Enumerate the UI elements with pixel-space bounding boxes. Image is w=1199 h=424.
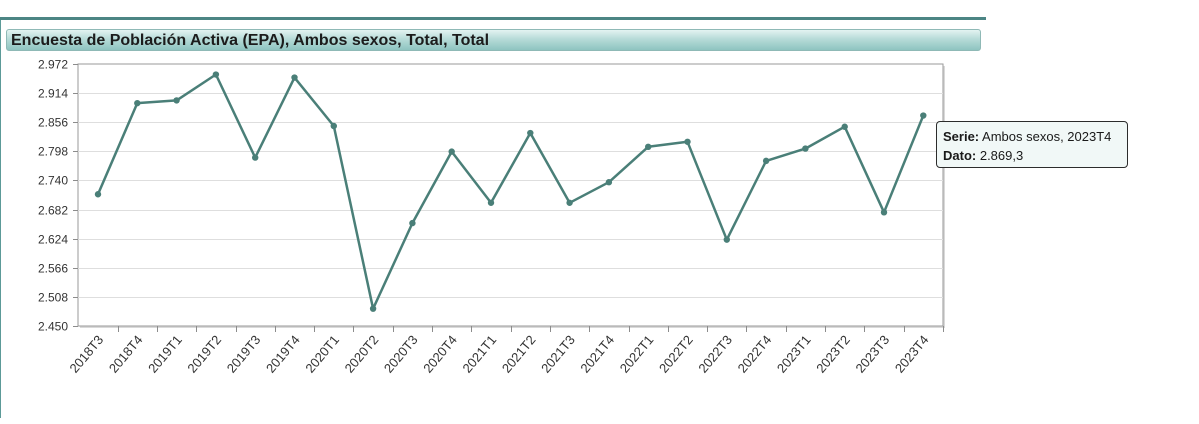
y-tick-label: 2.624 bbox=[38, 233, 68, 247]
x-tick-label: 2020T2 bbox=[342, 332, 382, 375]
x-tick-label: 2020T1 bbox=[302, 332, 342, 375]
x-tick-label: 2018T4 bbox=[106, 332, 146, 375]
chart-title-bar: Encuesta de Población Activa (EPA), Ambo… bbox=[6, 29, 981, 51]
x-tick-label: 2022T4 bbox=[735, 332, 775, 375]
series-line bbox=[96, 73, 925, 310]
left-border bbox=[0, 20, 1, 418]
data-point bbox=[527, 129, 534, 137]
x-tick-label: 2022T2 bbox=[656, 332, 696, 375]
data-point bbox=[252, 154, 259, 161]
y-tick-label: 2.914 bbox=[38, 87, 68, 101]
data-point bbox=[723, 236, 730, 243]
tooltip-serie-value: Ambos sexos, 2023T4 bbox=[982, 129, 1112, 144]
data-tooltip: Serie: Ambos sexos, 2023T4 Dato: 2.869,3 bbox=[936, 121, 1128, 168]
x-tick-label: 2023T3 bbox=[852, 332, 892, 375]
y-tick-label: 2.682 bbox=[38, 204, 68, 218]
data-point bbox=[684, 138, 691, 145]
x-tick-label: 2019T2 bbox=[184, 332, 224, 375]
data-point bbox=[291, 74, 298, 81]
data-point bbox=[566, 199, 573, 206]
data-point bbox=[920, 112, 927, 119]
data-point bbox=[645, 143, 652, 151]
data-point bbox=[94, 191, 102, 198]
data-point bbox=[173, 97, 180, 104]
x-tick-label: 2023T4 bbox=[892, 332, 932, 375]
data-point bbox=[212, 71, 220, 78]
x-tick-label: 2021T3 bbox=[538, 332, 578, 375]
top-divider bbox=[0, 17, 986, 20]
x-tick-label: 2022T1 bbox=[617, 332, 657, 375]
y-tick-label: 2.798 bbox=[38, 145, 68, 159]
tooltip-dato-value: 2.869,3 bbox=[979, 148, 1024, 163]
x-tick-label: 2022T3 bbox=[695, 332, 735, 375]
data-point bbox=[802, 145, 809, 152]
tooltip-dato-row: Dato: 2.869,3 bbox=[943, 146, 1121, 165]
x-tick-label: 2023T1 bbox=[774, 332, 814, 375]
y-tick-label: 2.740 bbox=[38, 174, 68, 188]
data-point bbox=[605, 179, 613, 186]
tooltip-dato-label: Dato: bbox=[943, 148, 977, 163]
y-tick-label: 2.508 bbox=[38, 291, 68, 305]
x-tick-label: 2021T1 bbox=[459, 332, 499, 375]
tooltip-serie-row: Serie: Ambos sexos, 2023T4 bbox=[943, 127, 1121, 146]
x-tick-label: 2023T2 bbox=[813, 332, 853, 375]
data-point bbox=[762, 157, 770, 165]
y-tick-label: 2.972 bbox=[38, 58, 68, 72]
chart-title: Encuesta de Población Activa (EPA), Ambo… bbox=[11, 32, 490, 49]
y-tick-label: 2.450 bbox=[38, 320, 68, 334]
tooltip-serie-label: Serie: bbox=[943, 129, 980, 144]
data-point bbox=[487, 199, 495, 206]
x-tick-label: 2020T4 bbox=[420, 332, 460, 375]
data-point bbox=[369, 305, 377, 312]
plot-area bbox=[77, 63, 944, 327]
x-tick-label: 2021T4 bbox=[577, 332, 617, 375]
data-point bbox=[409, 219, 416, 227]
data-point bbox=[330, 122, 337, 130]
data-point bbox=[880, 209, 888, 216]
x-tick-label: 2018T3 bbox=[66, 332, 106, 375]
x-tick-label: 2020T3 bbox=[381, 332, 421, 375]
x-tick-label: 2019T1 bbox=[145, 332, 185, 375]
x-tick-label: 2019T4 bbox=[263, 332, 303, 375]
x-tick-label: 2019T3 bbox=[224, 332, 264, 375]
y-tick-label: 2.566 bbox=[38, 262, 68, 276]
data-point bbox=[448, 148, 455, 155]
y-tick-label: 2.856 bbox=[38, 116, 68, 130]
x-tick-label: 2021T2 bbox=[499, 332, 539, 375]
data-point bbox=[134, 99, 141, 107]
data-point bbox=[841, 123, 848, 130]
